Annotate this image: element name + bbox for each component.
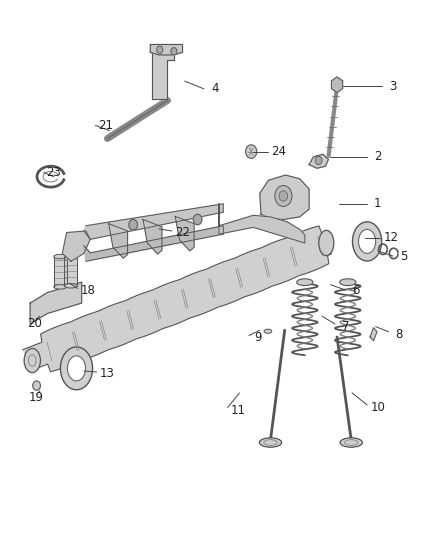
Text: 18: 18 bbox=[81, 284, 95, 296]
Polygon shape bbox=[143, 220, 162, 254]
Text: 21: 21 bbox=[98, 119, 113, 132]
Text: 8: 8 bbox=[396, 328, 403, 341]
Text: 10: 10 bbox=[371, 401, 385, 414]
Text: 6: 6 bbox=[353, 284, 360, 296]
Ellipse shape bbox=[319, 230, 334, 256]
Text: 24: 24 bbox=[272, 145, 286, 158]
Polygon shape bbox=[332, 77, 343, 93]
Polygon shape bbox=[152, 50, 174, 99]
Ellipse shape bbox=[339, 279, 356, 286]
Text: 19: 19 bbox=[29, 391, 44, 403]
Bar bbox=[54, 256, 67, 287]
Ellipse shape bbox=[297, 279, 313, 286]
Text: 9: 9 bbox=[254, 330, 261, 343]
Polygon shape bbox=[84, 204, 223, 239]
Polygon shape bbox=[84, 226, 223, 261]
Circle shape bbox=[171, 47, 177, 55]
Polygon shape bbox=[175, 216, 194, 251]
Ellipse shape bbox=[64, 284, 78, 288]
Ellipse shape bbox=[60, 347, 92, 390]
Ellipse shape bbox=[358, 229, 376, 254]
Ellipse shape bbox=[67, 356, 85, 381]
Circle shape bbox=[157, 46, 163, 53]
Ellipse shape bbox=[64, 253, 78, 258]
Circle shape bbox=[129, 220, 138, 230]
Circle shape bbox=[279, 191, 288, 201]
Text: 3: 3 bbox=[389, 80, 396, 93]
Text: 13: 13 bbox=[100, 367, 115, 380]
Ellipse shape bbox=[54, 254, 67, 259]
Text: 12: 12 bbox=[383, 231, 398, 244]
Polygon shape bbox=[150, 45, 183, 55]
Text: 20: 20 bbox=[27, 318, 42, 330]
Polygon shape bbox=[30, 282, 81, 324]
Ellipse shape bbox=[33, 381, 40, 390]
Polygon shape bbox=[370, 328, 377, 341]
Text: 23: 23 bbox=[46, 166, 61, 179]
Circle shape bbox=[193, 214, 202, 225]
Circle shape bbox=[275, 185, 292, 206]
Ellipse shape bbox=[54, 285, 67, 289]
Circle shape bbox=[246, 145, 257, 158]
Polygon shape bbox=[109, 224, 127, 258]
Text: 2: 2 bbox=[374, 150, 381, 163]
Polygon shape bbox=[260, 175, 309, 220]
Circle shape bbox=[315, 156, 322, 165]
Polygon shape bbox=[309, 154, 328, 168]
Bar bbox=[64, 255, 78, 286]
Text: 1: 1 bbox=[374, 197, 381, 211]
Ellipse shape bbox=[264, 329, 272, 333]
Polygon shape bbox=[23, 226, 331, 372]
Polygon shape bbox=[219, 204, 305, 243]
Text: 5: 5 bbox=[400, 249, 407, 263]
Text: 4: 4 bbox=[211, 83, 219, 95]
Ellipse shape bbox=[24, 349, 40, 373]
Ellipse shape bbox=[259, 438, 282, 447]
Polygon shape bbox=[62, 231, 90, 261]
Ellipse shape bbox=[340, 438, 362, 447]
Ellipse shape bbox=[353, 222, 381, 261]
Text: 22: 22 bbox=[175, 226, 190, 239]
Text: 11: 11 bbox=[231, 403, 246, 417]
Text: 7: 7 bbox=[342, 320, 350, 333]
